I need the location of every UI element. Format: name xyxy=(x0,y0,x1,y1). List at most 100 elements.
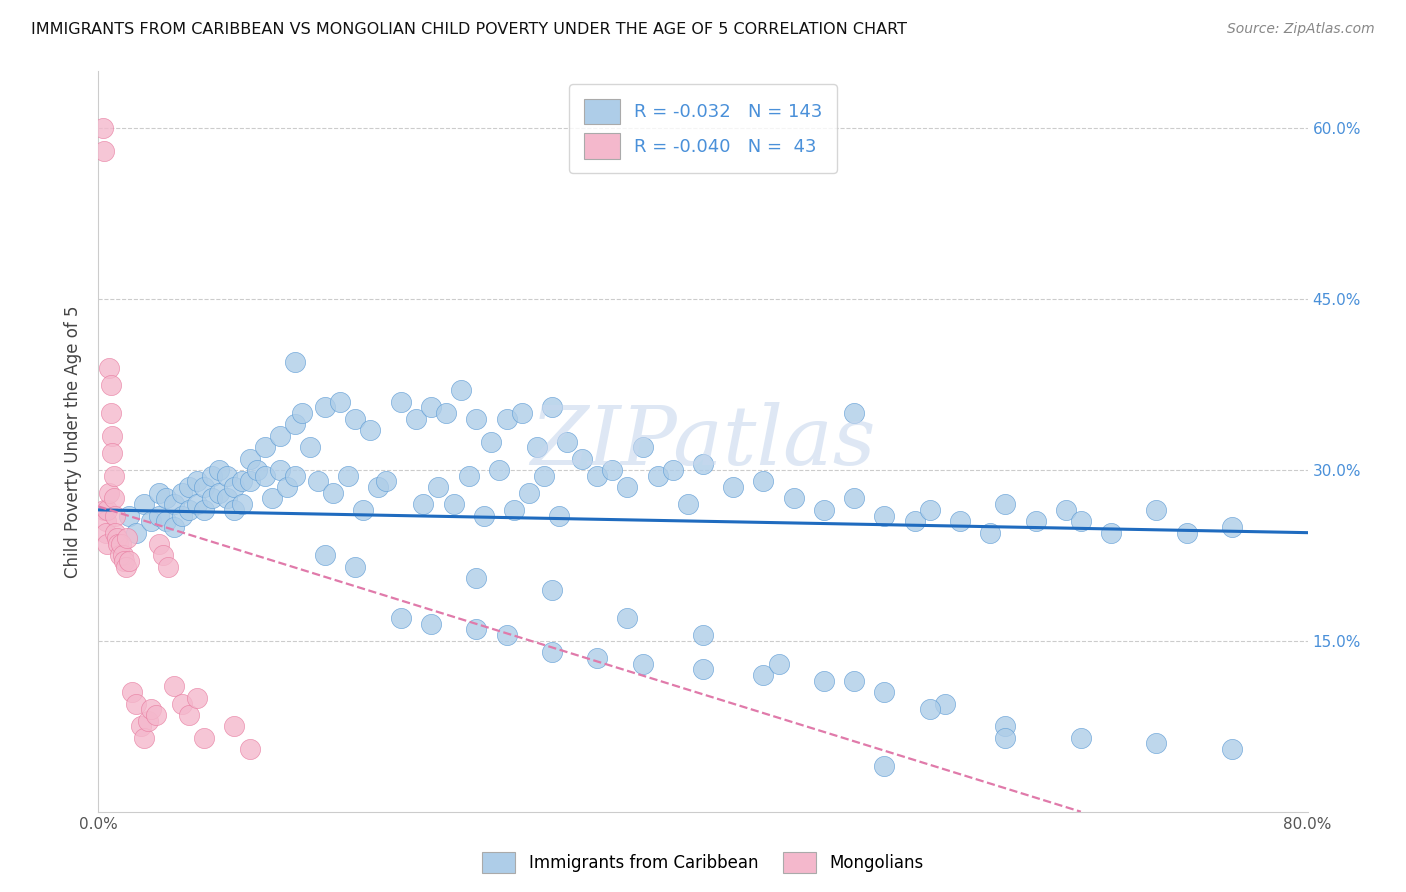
Point xyxy=(100,377,122,392)
Point xyxy=(510,406,533,420)
Point xyxy=(193,503,215,517)
Point xyxy=(314,549,336,563)
Point xyxy=(96,537,118,551)
Point xyxy=(1175,525,1198,540)
Point xyxy=(107,537,129,551)
Point xyxy=(148,485,170,500)
Point xyxy=(156,559,179,574)
Point xyxy=(555,434,578,449)
Point xyxy=(93,503,115,517)
Point xyxy=(201,468,224,483)
Point xyxy=(186,497,208,511)
Point xyxy=(367,480,389,494)
Point xyxy=(118,508,141,523)
Point xyxy=(488,463,510,477)
Point xyxy=(103,491,125,506)
Point xyxy=(994,497,1017,511)
Point xyxy=(949,514,972,528)
Point xyxy=(1144,503,1167,517)
Point xyxy=(98,360,121,375)
Point xyxy=(548,508,571,523)
Point xyxy=(314,401,336,415)
Point xyxy=(540,582,562,597)
Point xyxy=(307,475,329,489)
Point xyxy=(231,475,253,489)
Point xyxy=(253,468,276,483)
Point xyxy=(118,554,141,568)
Point xyxy=(104,508,127,523)
Text: IMMIGRANTS FROM CARIBBEAN VS MONGOLIAN CHILD POVERTY UNDER THE AGE OF 5 CORRELAT: IMMIGRANTS FROM CARIBBEAN VS MONGOLIAN C… xyxy=(31,22,907,37)
Point xyxy=(768,657,790,671)
Point xyxy=(141,702,163,716)
Point xyxy=(208,463,231,477)
Point xyxy=(101,429,124,443)
Point xyxy=(121,685,143,699)
Point xyxy=(132,731,155,745)
Point xyxy=(661,463,683,477)
Point xyxy=(114,559,136,574)
Point xyxy=(586,468,609,483)
Point xyxy=(179,707,201,722)
Point xyxy=(141,514,163,528)
Point xyxy=(253,440,276,454)
Point xyxy=(481,434,503,449)
Point xyxy=(224,503,246,517)
Legend: Immigrants from Caribbean, Mongolians: Immigrants from Caribbean, Mongolians xyxy=(475,846,931,880)
Point xyxy=(170,697,193,711)
Point xyxy=(495,628,517,642)
Point xyxy=(692,628,714,642)
Point xyxy=(208,485,231,500)
Point xyxy=(239,742,262,756)
Point xyxy=(1220,742,1243,756)
Point xyxy=(616,611,638,625)
Point xyxy=(284,355,307,369)
Point xyxy=(412,497,434,511)
Text: ZIPatlas: ZIPatlas xyxy=(530,401,876,482)
Point xyxy=(979,525,1001,540)
Point xyxy=(450,384,472,398)
Point xyxy=(918,702,941,716)
Point xyxy=(465,571,488,585)
Point xyxy=(201,491,224,506)
Point xyxy=(148,508,170,523)
Point xyxy=(994,719,1017,733)
Point xyxy=(873,685,896,699)
Point xyxy=(934,697,956,711)
Point xyxy=(783,491,806,506)
Point xyxy=(420,401,443,415)
Point xyxy=(94,525,117,540)
Point xyxy=(571,451,593,466)
Legend: R = -0.032   N = 143, R = -0.040   N =  43: R = -0.032 N = 143, R = -0.040 N = 43 xyxy=(569,84,837,173)
Point xyxy=(844,406,866,420)
Point xyxy=(844,673,866,688)
Point xyxy=(170,485,193,500)
Point xyxy=(631,657,654,671)
Point xyxy=(125,697,148,711)
Point xyxy=(193,731,215,745)
Point xyxy=(111,549,134,563)
Point xyxy=(405,411,427,425)
Point xyxy=(145,707,167,722)
Point xyxy=(723,480,745,494)
Point xyxy=(132,497,155,511)
Point xyxy=(104,525,127,540)
Point xyxy=(602,463,624,477)
Point xyxy=(352,503,374,517)
Point xyxy=(873,759,896,773)
Point xyxy=(103,468,125,483)
Point xyxy=(517,485,540,500)
Point xyxy=(427,480,450,494)
Point xyxy=(526,440,548,454)
Point xyxy=(994,731,1017,745)
Point xyxy=(844,491,866,506)
Point xyxy=(1220,520,1243,534)
Point xyxy=(163,680,186,694)
Point xyxy=(155,491,177,506)
Point xyxy=(374,475,396,489)
Point xyxy=(465,623,488,637)
Point xyxy=(904,514,927,528)
Point xyxy=(98,485,121,500)
Point xyxy=(647,468,669,483)
Point xyxy=(389,611,412,625)
Point xyxy=(465,411,488,425)
